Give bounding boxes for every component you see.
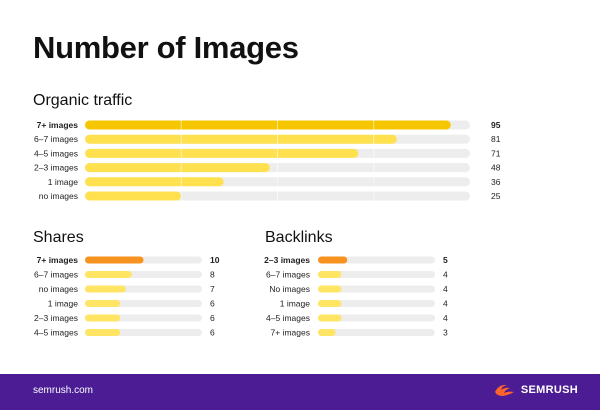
- organic-2-3-images-bar: [85, 163, 270, 173]
- backlinks-6-7-images-label: 6–7 images: [266, 270, 310, 280]
- shares-2-3-images-value: 6: [210, 313, 215, 323]
- shares-4-5-images-bar: [85, 329, 121, 336]
- organic-1-image-bar: [85, 177, 224, 187]
- shares-1-image-bar: [85, 300, 121, 307]
- organic-no-images-bar: [85, 191, 182, 201]
- organic-2-3-images-label: 2–3 images: [34, 163, 78, 173]
- organic-2-3-images-value: 48: [491, 163, 501, 173]
- shares-2-3-images-bar: [85, 314, 121, 322]
- organic-1-image-label: 1 image: [48, 177, 79, 187]
- shares-7-images-bar: [85, 256, 144, 264]
- organic-7-images-value: 95: [491, 120, 501, 130]
- backlinks-4-5-images-value: 4: [443, 313, 448, 323]
- backlinks-4-5-images-bar: [318, 314, 342, 322]
- shares-6-7-images-value: 8: [210, 270, 215, 280]
- backlinks-no-images-value: 4: [443, 284, 448, 294]
- backlinks-2-3-images-label: 2–3 images: [264, 255, 310, 265]
- organic-7-images-bar: [85, 120, 451, 130]
- organic-6-7-images-value: 81: [491, 134, 501, 144]
- footer-url[interactable]: semrush.com: [33, 385, 94, 396]
- shares-no-images-label: no images: [39, 284, 78, 294]
- organic-4-5-images-bar: [85, 148, 359, 158]
- backlinks-6-7-images-track: [318, 271, 435, 278]
- backlinks-1-image-value: 4: [443, 299, 448, 309]
- shares-7-images-value: 10: [210, 255, 220, 265]
- shares-1-image-label: 1 image: [48, 299, 79, 309]
- organic-4-5-images-value: 71: [491, 148, 501, 158]
- backlinks-4-5-images-label: 4–5 images: [266, 313, 310, 323]
- backlinks-chart: 2–3 images 5 6–7 images 4 No images 4 1 image 4…: [264, 255, 448, 338]
- shares-6-7-images-label: 6–7 images: [34, 270, 78, 280]
- page-title: Number of Images: [33, 30, 299, 65]
- backlinks-title: Backlinks: [265, 229, 333, 246]
- semrush-logo-text: SEMRUSH: [520, 384, 578, 396]
- backlinks-1-image-label: 1 image: [280, 299, 311, 309]
- backlinks-4-5-images-track: [318, 314, 435, 322]
- shares-title: Shares: [33, 229, 84, 246]
- organic-6-7-images-bar: [85, 134, 397, 144]
- backlinks-6-7-images-bar: [318, 271, 342, 278]
- backlinks-2-3-images-value: 5: [443, 255, 448, 265]
- shares-7-images-label: 7+ images: [37, 255, 79, 265]
- backlinks-7-images-label: 7+ images: [271, 328, 310, 338]
- organic-1-image-value: 36: [491, 177, 501, 187]
- shares-4-5-images-value: 6: [210, 328, 215, 338]
- organic-traffic-title: Organic traffic: [33, 92, 133, 109]
- shares-chart: 7+ images 10 6–7 images 8 no images 7 1 image 6…: [34, 255, 220, 338]
- shares-no-images-value: 7: [210, 284, 215, 294]
- backlinks-1-image-bar: [318, 300, 342, 307]
- shares-6-7-images-bar: [85, 271, 132, 278]
- shares-4-5-images-label: 4–5 images: [34, 328, 78, 338]
- organic-6-7-images-label: 6–7 images: [34, 134, 78, 144]
- backlinks-7-images-value: 3: [443, 328, 448, 338]
- footer: semrush.com SEMRUSH: [0, 374, 600, 410]
- organic-7-images-label: 7+ images: [37, 120, 79, 130]
- backlinks-no-images-label: No images: [269, 284, 310, 294]
- backlinks-6-7-images-value: 4: [443, 270, 448, 280]
- backlinks-no-images-track: [318, 285, 435, 293]
- semrush-logo: SEMRUSH: [494, 383, 578, 397]
- organic-chart: 7+ images 95 6–7 images 81 4–5 images 71 2–3 i…: [34, 119, 501, 202]
- backlinks-2-3-images-bar: [318, 256, 348, 264]
- backlinks-no-images-bar: [318, 285, 342, 293]
- shares-1-image-value: 6: [210, 299, 215, 309]
- organic-no-images-label: no images: [39, 191, 78, 201]
- backlinks-1-image-track: [318, 300, 435, 307]
- shares-2-3-images-label: 2–3 images: [34, 313, 78, 323]
- backlinks-7-images-track: [318, 329, 435, 336]
- organic-no-images-value: 25: [491, 191, 501, 201]
- backlinks-7-images-bar: [318, 329, 336, 336]
- shares-no-images-bar: [85, 285, 126, 293]
- organic-4-5-images-label: 4–5 images: [34, 148, 78, 158]
- backlinks-2-3-images-track: [318, 256, 435, 264]
- semrush-fireball-icon: [494, 384, 514, 396]
